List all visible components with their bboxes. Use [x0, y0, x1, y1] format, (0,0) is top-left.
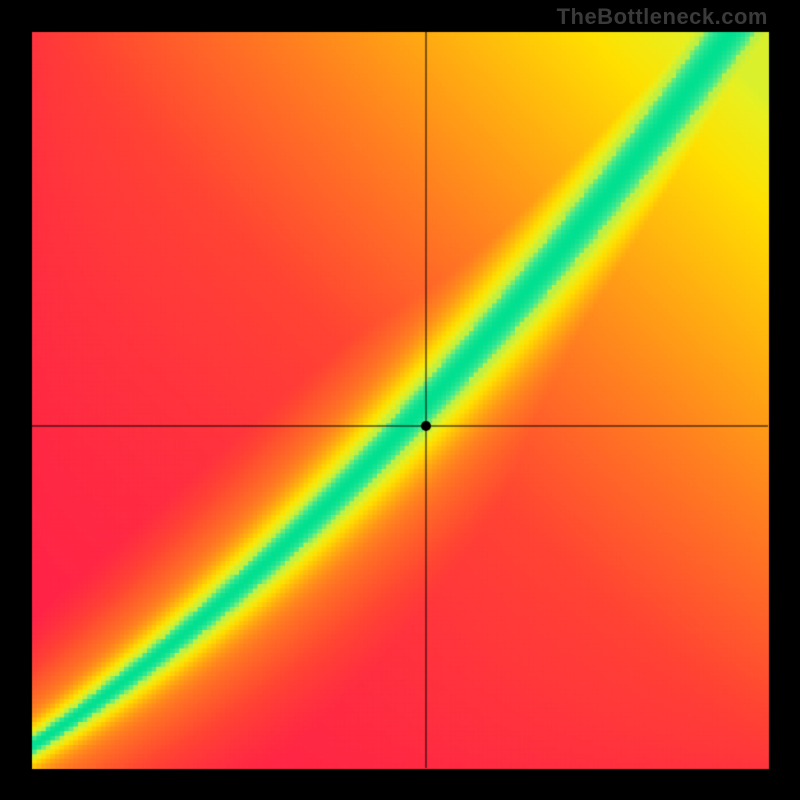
- chart-container: { "watermark": { "text": "TheBottleneck.…: [0, 0, 800, 800]
- bottleneck-heatmap: [0, 0, 800, 800]
- watermark-text: TheBottleneck.com: [557, 4, 768, 30]
